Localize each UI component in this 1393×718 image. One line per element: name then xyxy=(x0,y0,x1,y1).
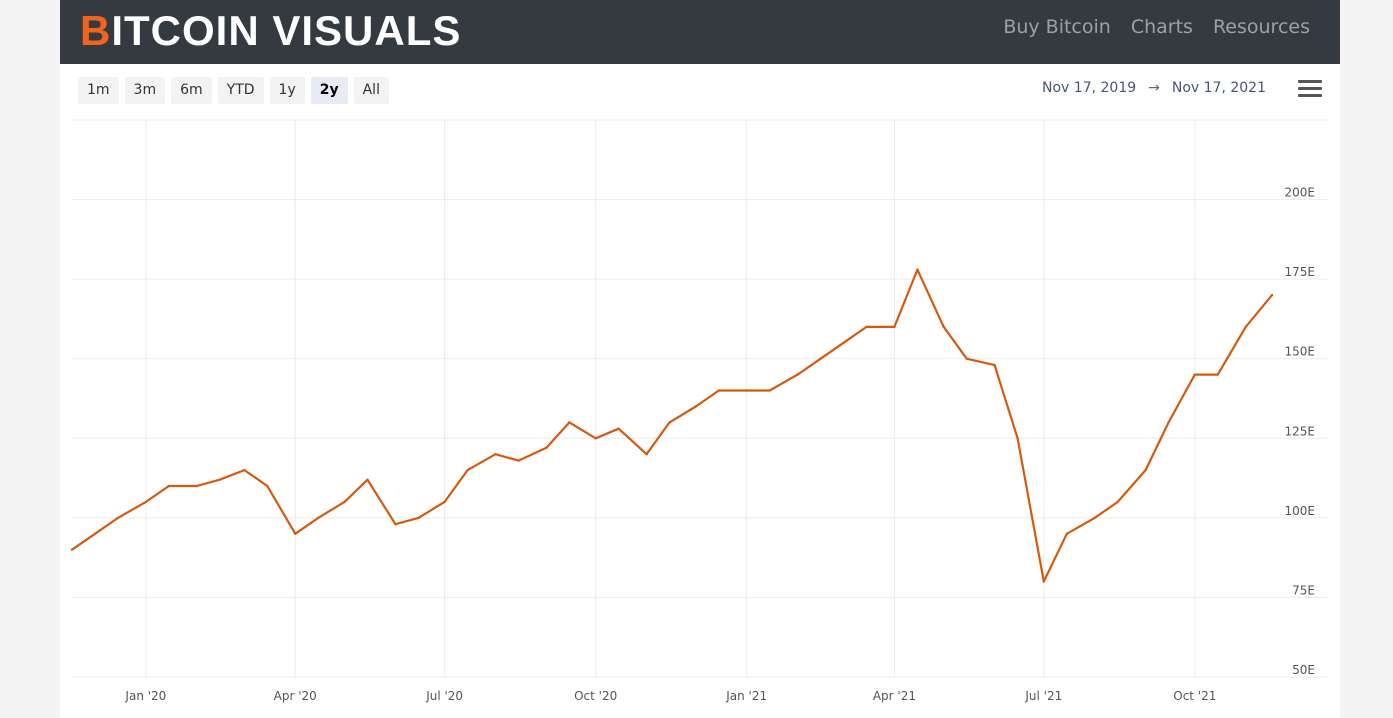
range-1y-button[interactable]: 1y xyxy=(269,77,305,104)
range-selector: 1m 3m 6m YTD 1y 2y All xyxy=(78,77,389,104)
data-point xyxy=(218,478,221,481)
data-point xyxy=(116,516,120,520)
data-point xyxy=(1244,325,1247,329)
data-point xyxy=(394,523,397,526)
data-point xyxy=(865,325,868,329)
data-point xyxy=(1042,580,1045,583)
y-tick-label: 50E xyxy=(1292,663,1315,677)
data-point xyxy=(167,484,171,488)
series-line xyxy=(71,268,1273,583)
data-point xyxy=(195,484,198,488)
data-point xyxy=(1270,293,1274,297)
data-point xyxy=(1193,373,1197,376)
data-point xyxy=(668,421,671,424)
data-point xyxy=(768,389,771,392)
data-point xyxy=(243,468,246,472)
data-point xyxy=(717,389,720,392)
data-point xyxy=(916,268,919,271)
x-tick-label: Apr '21 xyxy=(873,689,916,703)
y-tick-label: 175E xyxy=(1285,265,1316,279)
nav-resources[interactable]: Resources xyxy=(1212,16,1310,38)
navbar: BITCOIN VISUALS Buy Bitcoin Charts Resou… xyxy=(60,0,1340,64)
y-tick-label: 100E xyxy=(1285,504,1316,518)
data-point xyxy=(294,532,297,535)
data-point xyxy=(993,363,996,367)
grid-lines xyxy=(72,119,1328,678)
data-point xyxy=(317,516,320,520)
data-point xyxy=(965,357,968,360)
data-point xyxy=(1116,500,1119,504)
data-point xyxy=(417,516,420,520)
x-tick-label: Jan '21 xyxy=(725,689,767,703)
data-point xyxy=(568,421,571,424)
data-point xyxy=(1016,437,1019,440)
nav-links: Buy Bitcoin Charts Resources xyxy=(1003,16,1310,38)
series-layer xyxy=(70,268,1274,583)
data-point xyxy=(366,478,369,481)
nav-buy-bitcoin[interactable]: Buy Bitcoin xyxy=(1003,16,1111,38)
x-tick-label: Jul '21 xyxy=(1024,689,1062,703)
data-point xyxy=(343,500,346,504)
data-point xyxy=(745,389,748,392)
data-point xyxy=(594,437,597,440)
data-point xyxy=(466,468,469,472)
data-point xyxy=(443,500,446,504)
data-point xyxy=(266,484,269,488)
data-point xyxy=(1167,421,1170,424)
range-ytd-button[interactable]: YTD xyxy=(217,77,264,104)
data-point xyxy=(645,453,648,456)
data-point xyxy=(93,532,97,535)
data-point xyxy=(617,427,620,430)
x-tick-label: Apr '20 xyxy=(274,689,317,703)
date-to-input[interactable]: Nov 17, 2021 xyxy=(1171,80,1266,96)
data-point xyxy=(517,459,520,462)
data-point xyxy=(1144,468,1147,472)
brand-name: ITCOIN VISUALS xyxy=(111,7,462,54)
data-point xyxy=(70,548,74,551)
date-from-input[interactable]: Nov 17, 2019 xyxy=(1042,80,1137,96)
x-tick-label: Oct '20 xyxy=(574,689,617,703)
x-tick-label: Jan '20 xyxy=(124,689,166,703)
data-point xyxy=(796,373,799,376)
chart-area: 50E 75E 100E 125E 150E 175E 200E Jan '20 Apr '2… xyxy=(70,119,1328,703)
data-point xyxy=(893,325,896,329)
brand-first-letter: B xyxy=(80,7,112,54)
date-range: Nov 17, 2019 → Nov 17, 2021 xyxy=(1042,80,1266,96)
range-1m-button[interactable]: 1m xyxy=(78,77,119,104)
y-tick-label: 200E xyxy=(1285,186,1316,200)
data-point xyxy=(942,325,945,329)
x-tick-label: Oct '21 xyxy=(1173,689,1216,703)
y-tick-label: 75E xyxy=(1292,583,1315,597)
data-point xyxy=(545,446,548,449)
y-tick-label: 150E xyxy=(1285,345,1316,359)
y-axis-ticks: 50E 75E 100E 125E 150E 175E 200E xyxy=(1285,186,1316,677)
y-tick-label: 125E xyxy=(1285,424,1316,438)
data-point xyxy=(842,341,845,344)
range-6m-button[interactable]: 6m xyxy=(171,77,212,104)
data-point xyxy=(1216,373,1220,376)
range-all-button[interactable]: All xyxy=(353,77,389,104)
data-point xyxy=(1093,516,1096,520)
data-point xyxy=(494,453,497,456)
range-2y-button[interactable]: 2y xyxy=(310,77,348,104)
data-point xyxy=(819,357,822,360)
nav-charts[interactable]: Charts xyxy=(1130,16,1193,38)
page: BITCOIN VISUALS Buy Bitcoin Charts Resou… xyxy=(60,0,1340,718)
data-point xyxy=(144,500,148,504)
hamburger-menu-icon[interactable] xyxy=(1298,80,1322,100)
brand-logo[interactable]: BITCOIN VISUALS xyxy=(80,6,461,56)
data-point xyxy=(1065,532,1068,535)
range-3m-button[interactable]: 3m xyxy=(124,77,166,104)
x-tick-label: Jul '20 xyxy=(425,689,463,703)
date-range-arrow: → xyxy=(1148,80,1160,96)
x-axis-ticks: Jan '20 Apr '20 Jul '20 Oct '20 Jan '21 Apr '… xyxy=(124,689,1216,703)
data-point xyxy=(694,405,697,408)
